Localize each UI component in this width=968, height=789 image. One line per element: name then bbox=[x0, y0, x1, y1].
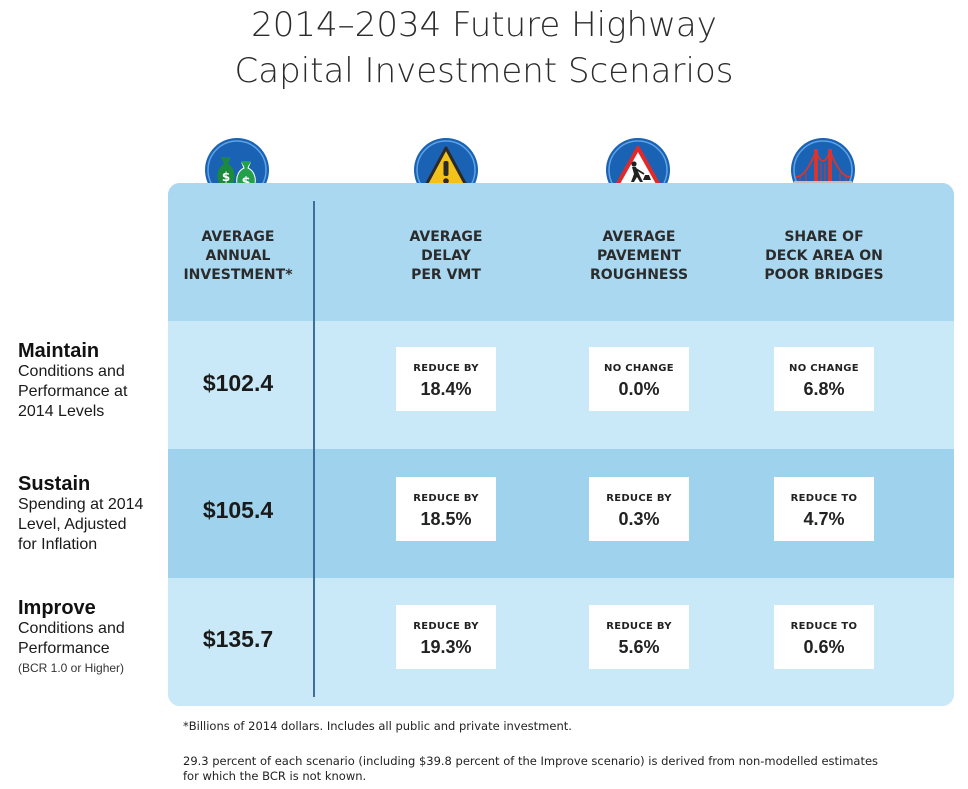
investment-amount: $135.7 bbox=[202, 626, 274, 652]
scenario-name: Improve bbox=[18, 597, 96, 619]
column-header-roughness: AVERAGE PAVEMENT ROUGHNESS bbox=[589, 229, 689, 283]
svg-text:$: $ bbox=[241, 175, 250, 190]
title-line-1: 2014–2034 Future Highway bbox=[251, 5, 717, 45]
delay-cell: REDUCE BY 19.3% bbox=[396, 605, 496, 669]
delay-cell: REDUCE BY 18.5% bbox=[396, 477, 496, 541]
delay-cell: REDUCE BY 18.4% bbox=[396, 347, 496, 411]
bridges-cell: NO CHANGE 6.8% bbox=[774, 347, 874, 411]
scenario-name: Maintain bbox=[18, 340, 100, 362]
roughness-cell: REDUCE BY 5.6% bbox=[589, 605, 689, 669]
roughness-cell: REDUCE BY 0.3% bbox=[589, 477, 689, 541]
bridges-cell: REDUCE TO 4.7% bbox=[774, 477, 874, 541]
investment-amount: $102.4 bbox=[202, 370, 274, 396]
page-title: 2014–2034 Future Highway Capital Investm… bbox=[0, 2, 968, 94]
table-header bbox=[168, 183, 954, 321]
column-header-investment: AVERAGE ANNUAL INVESTMENT* bbox=[183, 229, 293, 283]
scenario-name: Sustain bbox=[18, 473, 91, 495]
roughness-cell: NO CHANGE 0.0% bbox=[589, 347, 689, 411]
investment-amount: $105.4 bbox=[202, 497, 274, 523]
row-label-maintain: Maintain Conditions and Performance at 2… bbox=[18, 340, 168, 422]
row-label-improve: Improve Conditions and Performance (BCR … bbox=[18, 597, 168, 677]
scenario-table: AVERAGE ANNUAL INVESTMENT* AVERAGE DELAY PER… bbox=[168, 183, 954, 706]
footnote-billions: *Billions of 2014 dollars. Includes all … bbox=[183, 719, 572, 733]
row-label-sustain: Sustain Spending at 2014 Level, Adjusted… bbox=[18, 473, 168, 555]
column-header-bridges: SHARE OF DECK AREA ON POOR BRIDGES bbox=[764, 229, 884, 283]
title-line-2: Capital Investment Scenarios bbox=[234, 51, 734, 91]
bridges-cell: REDUCE TO 0.6% bbox=[774, 605, 874, 669]
svg-text:$: $ bbox=[222, 170, 230, 184]
footnote-bcr: 29.3 percent of each scenario (including… bbox=[183, 754, 879, 783]
column-divider bbox=[313, 201, 315, 697]
column-header-delay: AVERAGE DELAY PER VMT bbox=[409, 229, 483, 283]
